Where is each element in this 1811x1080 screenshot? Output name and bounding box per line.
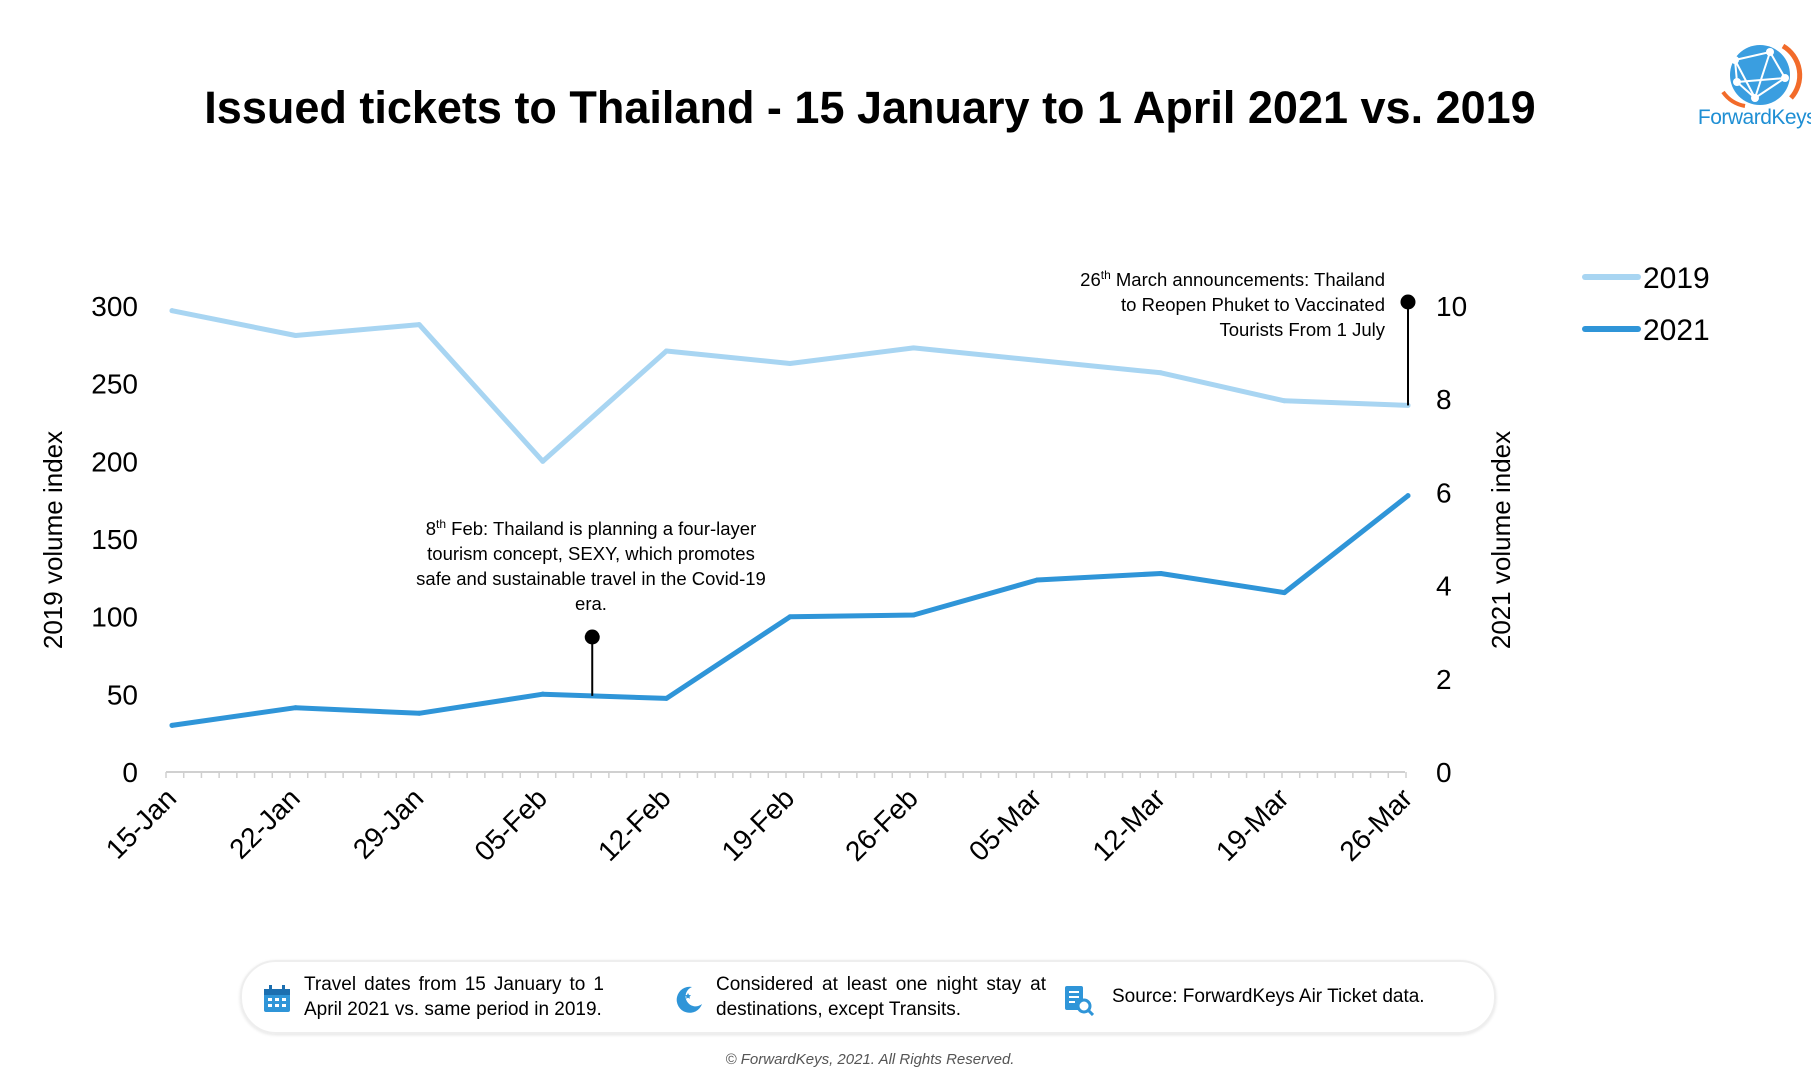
y-left-axis-title: 2019 volume index — [38, 431, 68, 649]
annotation-mar26: 26th March announcements: Thailand to Re… — [1065, 263, 1385, 342]
y-right-tick-label: 2 — [1436, 664, 1452, 695]
y-right-tick-label: 0 — [1436, 757, 1452, 788]
legend-label-2019: 2019 — [1643, 262, 1710, 295]
data-point-2019 — [416, 322, 422, 328]
annotation-mar26-day: 26 — [1080, 269, 1101, 291]
annotation-feb8: 8th Feb: Thailand is planning a four-lay… — [412, 512, 770, 616]
footer-source: Source: ForwardKeys Air Ticket data. — [1112, 986, 1425, 1007]
x-tick-label: 05-Feb — [468, 782, 553, 867]
y-left-tick-label: 0 — [122, 757, 138, 788]
legend-label-2021: 2021 — [1643, 314, 1710, 347]
annotation-feb8-text: Feb: Thailand is planning a four-layer t… — [416, 518, 766, 615]
footer-night-stay: Considered at least one night stay at de… — [716, 974, 1046, 1020]
data-point-2019 — [1158, 370, 1164, 376]
x-tick-label: 26-Feb — [839, 782, 924, 867]
data-point-2019 — [911, 345, 917, 351]
moon-stars-icon — [676, 986, 702, 1013]
footer-info-box: Travel dates from 15 January to 1 April … — [240, 960, 1496, 1034]
data-point-2021 — [1281, 590, 1287, 596]
x-tick-label: 12-Feb — [592, 782, 677, 867]
y-left-tick-label: 150 — [91, 524, 138, 555]
annotation-mar26-sup: th — [1100, 268, 1111, 282]
data-point-2021 — [169, 722, 175, 728]
data-point-2019 — [169, 308, 175, 314]
calendar-icon — [264, 985, 290, 1012]
data-point-2021 — [663, 695, 669, 701]
y-right-tick-label: 8 — [1436, 384, 1452, 415]
data-point-2021 — [1034, 577, 1040, 583]
x-tick-label: 19-Mar — [1210, 782, 1295, 867]
chart-title: Issued tickets to Thailand - 15 January … — [204, 82, 1536, 133]
y-right-tick-label: 10 — [1436, 291, 1467, 322]
x-tick-label: 19-Feb — [716, 782, 801, 867]
y-left-tick-label: 250 — [91, 369, 138, 400]
y-right-tick-label: 6 — [1436, 477, 1452, 508]
data-point-2019 — [293, 333, 299, 339]
data-point-2019 — [663, 348, 669, 354]
forwardkeys-logo-icon — [1721, 43, 1803, 108]
copyright-text: © ForwardKeys, 2021. All Rights Reserved… — [725, 1051, 1015, 1068]
data-point-2019 — [1281, 398, 1287, 404]
data-point-2021 — [1158, 570, 1164, 576]
x-tick-label: 26-Mar — [1334, 782, 1419, 867]
data-point-2019 — [1034, 357, 1040, 363]
x-tick-label: 05-Mar — [963, 782, 1048, 867]
y-right-tick-label: 4 — [1436, 571, 1452, 602]
data-point-2019 — [787, 360, 793, 366]
annotation-mar26-text: March announcements: Thailand to Reopen … — [1110, 269, 1385, 341]
data-point-2019 — [540, 458, 546, 464]
annotation-mar26-marker — [1400, 294, 1416, 310]
data-point-2021 — [911, 612, 917, 618]
data-point-2021 — [293, 705, 299, 711]
footer-travel-dates: Travel dates from 15 January to 1 April … — [304, 974, 604, 1020]
x-tick-label: 22-Jan — [223, 782, 305, 864]
y-left-tick-label: 300 — [91, 291, 138, 322]
data-point-2021 — [416, 710, 422, 716]
y-left-tick-label: 100 — [91, 602, 138, 633]
annotation-feb8-sup: th — [436, 517, 447, 531]
data-point-2021 — [540, 691, 546, 697]
annotation-feb8-marker — [584, 629, 600, 645]
x-tick-label: 29-Jan — [347, 782, 429, 864]
y-left-tick-label: 200 — [91, 446, 138, 477]
x-tick-label: 12-Mar — [1086, 782, 1171, 867]
y-right-axis-title: 2021 volume index — [1486, 431, 1516, 649]
data-point-2021 — [1405, 493, 1411, 499]
y-left-tick-label: 50 — [107, 679, 138, 710]
logo-text: ForwardKeys — [1697, 106, 1811, 129]
annotation-feb8-day: 8 — [425, 518, 437, 540]
data-point-2021 — [787, 614, 793, 620]
document-search-icon — [1065, 986, 1094, 1016]
x-tick-label: 15-Jan — [100, 782, 182, 864]
series-line-2021 — [169, 493, 1411, 728]
